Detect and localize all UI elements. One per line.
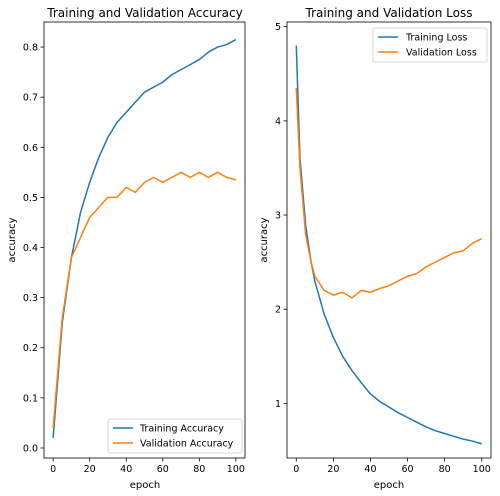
loss-chart-title: Training and Validation Loss [305,6,473,20]
loss-y-tick-label: 1 [275,399,281,410]
accuracy-y-tick-label: 0.6 [23,143,38,154]
accuracy-series-line-validation [52,171,237,428]
accuracy-chart-frame [43,21,246,459]
accuracy-chart-ticks: 0 20 40 60 80 100 0.0 0.1 0.2 0.3 0.4 0.5 0.6 0.7 0.8 [23,43,245,475]
loss-chart-legend: Training Loss Validation Loss [372,27,488,63]
loss-legend-label-training: Training Loss [405,33,467,44]
loss-chart-x-axis-label: epoch [374,480,404,491]
accuracy-x-tick-label: 40 [120,464,132,475]
loss-chart-panel: Training and Validation Loss 0 20 40 60 80 10… [259,6,492,491]
loss-y-tick-label: 3 [275,211,281,222]
loss-chart-ticks: 0 20 40 60 80 100 1 2 3 4 5 [275,22,491,475]
accuracy-series-line-training [52,38,237,439]
accuracy-legend-label-training: Training Accuracy [139,424,224,435]
loss-legend-label-validation: Validation Loss [406,48,477,59]
loss-x-tick-label: 40 [364,464,376,475]
accuracy-x-tick-label: 20 [84,464,96,475]
accuracy-y-tick-label: 0.8 [23,43,38,54]
accuracy-y-tick-label: 0.2 [23,343,38,354]
accuracy-chart-y-axis-label: accuracy [7,217,18,262]
accuracy-y-tick-label: 0.1 [23,393,38,404]
loss-y-tick-label: 2 [275,305,281,316]
accuracy-y-tick-label: 0.5 [23,193,38,204]
accuracy-y-tick-label: 0.7 [23,93,38,104]
loss-series-line-training [295,45,482,445]
loss-y-tick-label: 5 [275,22,281,33]
loss-y-tick-label: 4 [275,116,281,127]
loss-series-line-validation [295,87,483,299]
accuracy-y-tick-label: 0.4 [23,243,38,254]
accuracy-chart-legend: Training Accuracy Validation Accuracy [107,418,243,454]
loss-chart-lines [295,45,483,445]
loss-legend-box [372,27,488,63]
accuracy-x-tick-label: 80 [193,464,205,475]
accuracy-chart-panel: Training and Validation Accuracy 0 20 40 60… [7,6,246,491]
loss-chart-y-axis-label: accuracy [259,217,270,262]
loss-x-tick-label: 60 [401,464,413,475]
accuracy-legend-label-validation: Validation Accuracy [140,439,234,450]
loss-x-tick-label: 100 [473,464,491,475]
loss-x-tick-label: 20 [327,464,339,475]
accuracy-y-tick-label: 0.3 [23,293,38,304]
loss-chart-frame [286,21,492,459]
loss-x-tick-label: 0 [293,464,299,475]
accuracy-legend-box [107,418,243,454]
accuracy-chart-x-axis-label: epoch [130,480,160,491]
accuracy-chart-title: Training and Validation Accuracy [46,6,242,20]
accuracy-x-tick-label: 100 [227,464,245,475]
accuracy-x-tick-label: 60 [157,464,169,475]
accuracy-y-tick-label: 0.0 [23,443,38,454]
accuracy-x-tick-label: 0 [50,464,56,475]
loss-x-tick-label: 80 [439,464,451,475]
accuracy-chart-lines [52,38,237,439]
